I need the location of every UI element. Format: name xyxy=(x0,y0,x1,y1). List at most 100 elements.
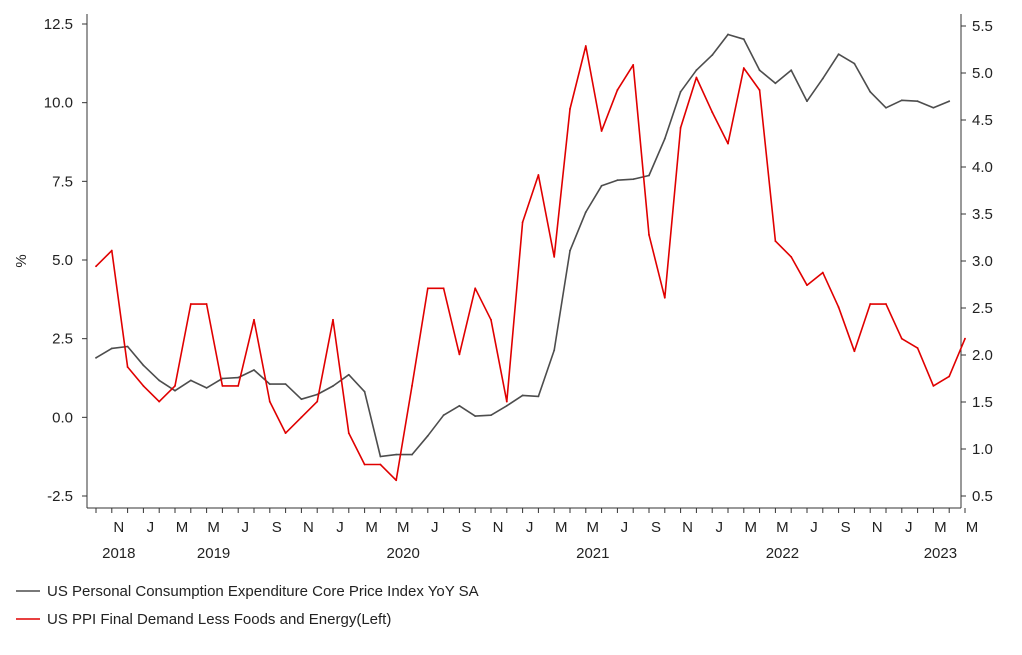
pce-data-point xyxy=(758,69,761,72)
x-axis-month-label: M xyxy=(365,519,378,536)
pce-data-point xyxy=(806,100,808,103)
pce-data-point xyxy=(553,349,556,352)
ppi-data-point xyxy=(284,432,287,434)
pce-data-point xyxy=(300,398,303,401)
left-axis-tick-label: 5.0 xyxy=(52,252,73,269)
ppi-data-point xyxy=(837,306,840,309)
x-axis-month-label: S xyxy=(272,519,282,536)
x-axis-year-label: 2023 xyxy=(924,545,957,562)
ppi-data-point xyxy=(537,174,540,176)
left-axis-tick-label: 0.0 xyxy=(52,409,73,426)
ppi-data-point xyxy=(505,400,508,403)
pce-data-point xyxy=(869,90,872,93)
x-axis-month-label: S xyxy=(461,519,471,536)
x-axis-month-label: J xyxy=(905,519,913,536)
pce-data-point xyxy=(616,179,619,182)
axes-layer: 12.5 10.0 7.5 5.0 2.5 0.0 -2.5% 5.5 5.0 4.5 4.0 3.5… xyxy=(13,14,993,562)
x-axis-year-label: 2021 xyxy=(576,545,609,562)
ppi-data-point xyxy=(474,287,477,290)
x-axis-year-label: 2020 xyxy=(387,545,420,562)
x-axis-month-label: M xyxy=(966,519,979,536)
pce-data-point xyxy=(727,33,729,36)
ppi-data-point xyxy=(584,45,587,47)
ppi-data-point xyxy=(774,240,777,243)
x-axis-month-label: M xyxy=(207,519,220,536)
ppi-data-point xyxy=(521,221,524,224)
pce-data-point xyxy=(316,393,319,396)
ppi-data-point xyxy=(490,318,492,321)
ppi-data-point xyxy=(205,303,208,305)
ppi-data-point xyxy=(253,318,255,321)
right-axis-tick-label: 4.0 xyxy=(972,159,993,176)
right-axis-tick-label: 2.5 xyxy=(972,300,993,317)
ppi-data-point xyxy=(363,463,366,466)
pce-data-point xyxy=(189,379,192,382)
ppi-data-point xyxy=(316,400,319,403)
x-axis-month-label: J xyxy=(526,519,534,536)
pce-data-point xyxy=(663,137,666,140)
ppi-data-point xyxy=(411,384,413,387)
pce-data-point xyxy=(600,184,603,187)
pce-series-line xyxy=(95,33,950,458)
pce-data-point xyxy=(205,387,208,389)
legend-label: US Personal Consumption Expenditure Core… xyxy=(47,583,479,600)
x-axis-month-label: J xyxy=(810,519,818,536)
pce-data-point xyxy=(158,379,161,382)
pce-data-point xyxy=(442,414,445,417)
x-axis-month-label: N xyxy=(682,519,693,536)
pce-data-point xyxy=(142,364,145,367)
pce-data-point xyxy=(916,100,919,103)
x-axis-month-label: M xyxy=(776,519,789,536)
x-axis-month-label: S xyxy=(841,519,851,536)
ppi-data-point xyxy=(379,463,382,466)
x-axis-month-label: J xyxy=(336,519,344,536)
pce-data-point xyxy=(95,356,97,359)
ppi-data-point xyxy=(600,130,603,132)
x-axis-month-label: M xyxy=(555,519,568,536)
ppi-data-point xyxy=(821,271,824,274)
x-axis-month-label: M xyxy=(397,519,410,536)
x-axis-month-label: M xyxy=(176,519,189,536)
pce-data-point xyxy=(174,389,176,392)
left-axis-label: % xyxy=(13,254,30,267)
pce-data-point xyxy=(711,54,714,57)
pce-data-point xyxy=(853,62,856,65)
pce-data-point xyxy=(379,455,382,458)
pce-data-point xyxy=(679,90,682,93)
x-axis-month-label: N xyxy=(493,519,504,536)
pce-data-point xyxy=(790,69,793,72)
x-axis-month-label: M xyxy=(934,519,947,536)
ppi-data-point xyxy=(679,126,682,129)
ppi-data-point xyxy=(932,384,935,387)
ppi-data-point xyxy=(426,287,429,290)
left-axis-tick-label: 7.5 xyxy=(52,173,73,190)
ppi-data-point xyxy=(158,400,161,403)
x-axis-month-label: N xyxy=(113,519,124,536)
pce-data-point xyxy=(284,383,287,386)
x-axis-month-label: J xyxy=(621,519,629,536)
right-axis-tick-label: 1.0 xyxy=(972,441,993,458)
pce-data-point xyxy=(221,377,224,380)
pce-data-point xyxy=(900,99,903,102)
x-axis-month-label: N xyxy=(872,519,883,536)
pce-data-point xyxy=(521,394,524,397)
pce-data-point xyxy=(126,345,129,348)
x-axis-month-label: J xyxy=(715,519,723,536)
pce-data-point xyxy=(742,38,745,41)
ppi-data-point xyxy=(347,432,350,434)
ppi-data-point xyxy=(806,284,808,287)
pce-data-point xyxy=(395,453,398,456)
left-axis-tick-label: 2.5 xyxy=(52,331,73,348)
left-axis-tick-label: 12.5 xyxy=(44,16,73,33)
x-axis-month-label: S xyxy=(651,519,661,536)
ppi-data-point xyxy=(569,108,571,110)
ppi-data-point xyxy=(869,303,872,305)
ppi-data-point xyxy=(553,255,556,258)
x-axis-month-label: J xyxy=(241,519,249,536)
pce-data-point xyxy=(474,415,477,417)
left-axis-tick-label: 10.0 xyxy=(44,95,73,112)
ppi-data-point xyxy=(95,265,97,268)
right-axis-tick-label: 3.0 xyxy=(972,253,993,270)
legend: US Personal Consumption Expenditure Core… xyxy=(16,583,479,628)
